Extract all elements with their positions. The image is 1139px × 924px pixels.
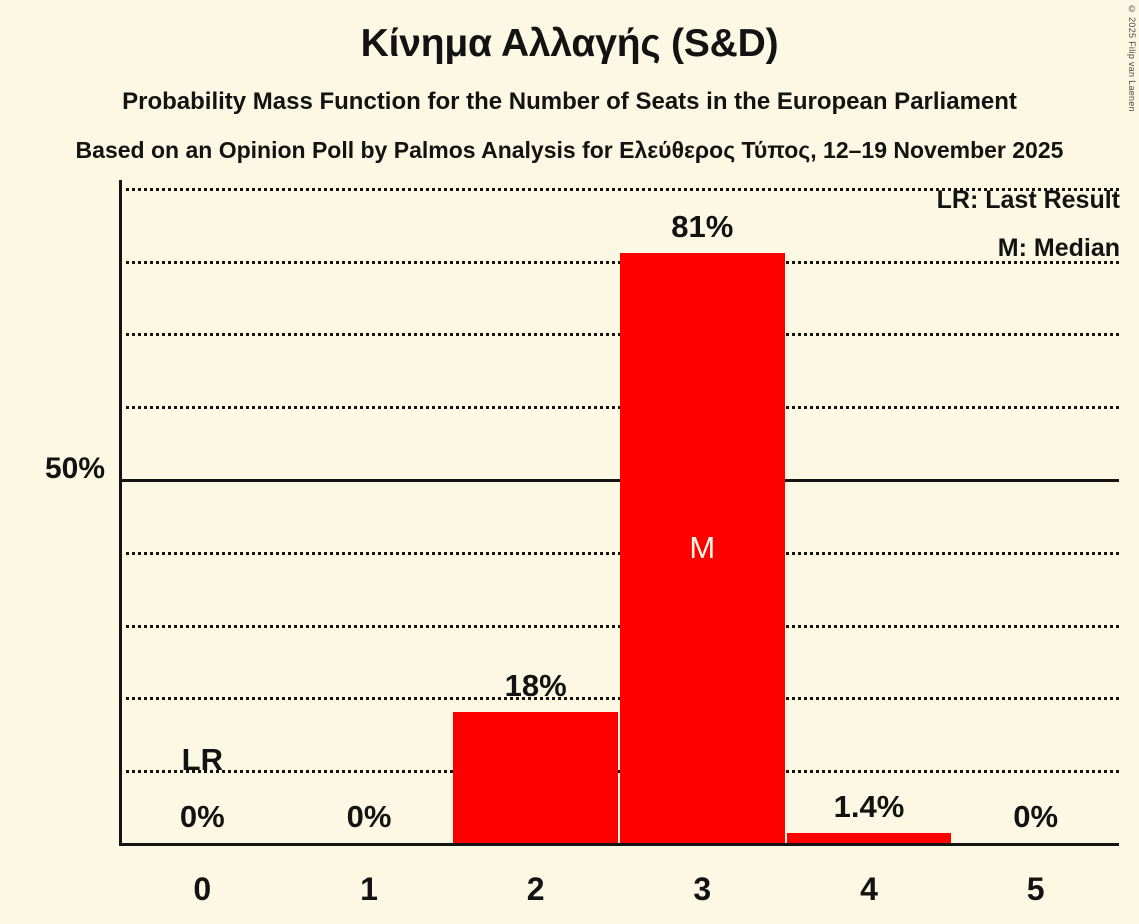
gridline-80pct bbox=[119, 260, 1119, 264]
bar-value-label-2: 18% bbox=[504, 667, 567, 703]
x-axis-tick-label-5: 5 bbox=[1026, 871, 1045, 907]
chart-subtitle: Probability Mass Function for the Number… bbox=[122, 88, 1017, 115]
gridline-20pct bbox=[119, 697, 1119, 701]
y-axis-line bbox=[119, 180, 122, 846]
gridline-90pct bbox=[119, 187, 1119, 191]
page-title: Κίνημα Αλλαγής (S&D) bbox=[360, 22, 779, 65]
bar-value-label-0: 0% bbox=[179, 799, 225, 834]
gridline-10pct bbox=[119, 770, 1119, 774]
bar-value-label-1: 0% bbox=[346, 799, 392, 834]
x-axis-tick-label-0: 0 bbox=[193, 871, 212, 907]
gridline-30pct bbox=[119, 624, 1119, 628]
x-axis-tick-label-4: 4 bbox=[860, 871, 878, 907]
bar-seats-2 bbox=[453, 711, 618, 843]
x-axis-tick-label-2: 2 bbox=[526, 871, 545, 907]
bar-value-label-5: 0% bbox=[1013, 799, 1059, 834]
gridline-60pct bbox=[119, 406, 1119, 410]
y-axis-tick-label-50: 50% bbox=[44, 452, 105, 485]
copyright-notice: © 2025 Filip van Laenen bbox=[1127, 4, 1137, 112]
bar-seats-4 bbox=[786, 832, 952, 843]
legend-median: M: Median bbox=[997, 234, 1120, 262]
x-axis-line bbox=[119, 843, 1119, 846]
gridline-50pct bbox=[119, 479, 1119, 482]
plot-area: 0% 0% 18% 81% 1.4% 0% LR M bbox=[119, 180, 1119, 846]
x-axis-tick-label-3: 3 bbox=[693, 871, 712, 907]
median-marker: M bbox=[689, 530, 716, 565]
chart-source-line: Based on an Opinion Poll by Palmos Analy… bbox=[75, 137, 1064, 163]
gridline-40pct bbox=[119, 551, 1119, 555]
last-result-marker: LR bbox=[181, 742, 223, 777]
bar-seats-3 bbox=[620, 253, 785, 843]
x-axis-tick-label-1: 1 bbox=[360, 871, 378, 907]
bar-value-label-4: 1.4% bbox=[833, 788, 905, 824]
bar-value-label-3: 81% bbox=[671, 209, 734, 245]
gridline-70pct bbox=[119, 333, 1119, 337]
